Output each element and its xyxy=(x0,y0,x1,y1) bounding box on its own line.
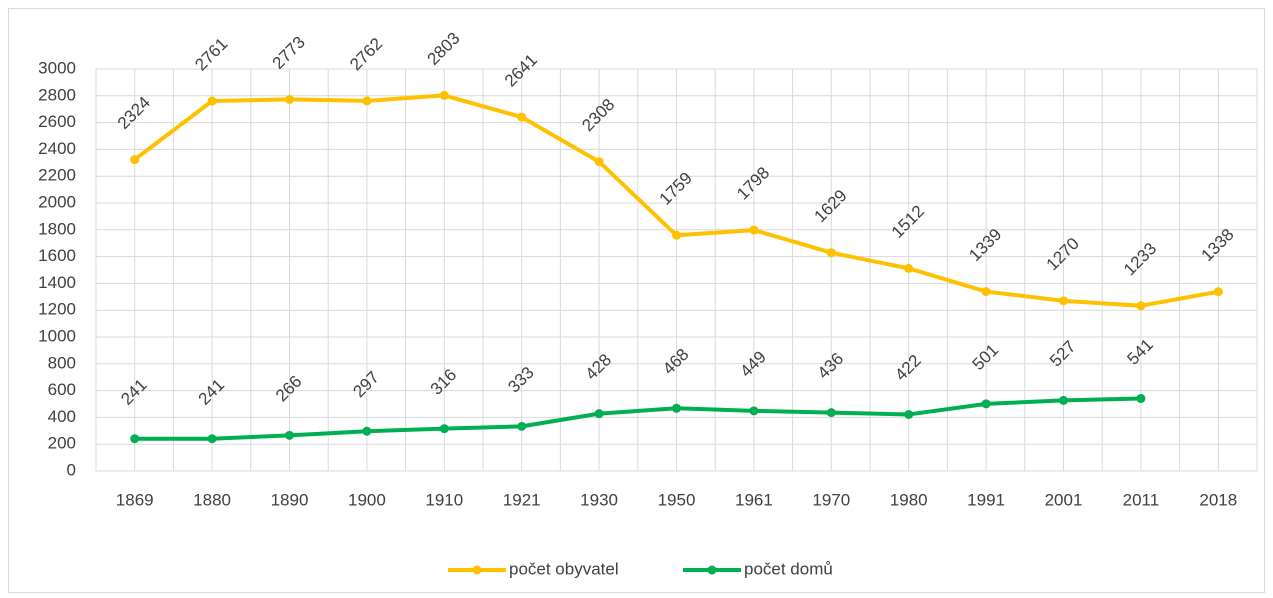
legend-marker xyxy=(707,565,717,575)
x-tick-label: 1921 xyxy=(503,490,541,509)
data-point xyxy=(207,434,217,444)
y-tick-label: 1800 xyxy=(38,219,76,238)
data-point xyxy=(1213,287,1223,297)
y-tick-label: 0 xyxy=(67,460,76,479)
data-point xyxy=(826,248,836,258)
data-point xyxy=(904,409,914,419)
x-tick-label: 1910 xyxy=(425,490,463,509)
y-tick-label: 200 xyxy=(48,434,76,453)
y-tick-label: 400 xyxy=(48,407,76,426)
y-tick-label: 1000 xyxy=(38,326,76,345)
legend-label: počet obyvatel xyxy=(509,559,619,578)
x-tick-label: 2018 xyxy=(1199,490,1237,509)
x-tick-label: 1970 xyxy=(812,490,850,509)
y-tick-label: 2200 xyxy=(38,166,76,185)
x-tick-label: 1930 xyxy=(580,490,618,509)
x-tick-label: 1880 xyxy=(193,490,231,509)
data-point xyxy=(672,230,681,240)
data-point xyxy=(749,406,759,416)
data-point xyxy=(439,424,449,434)
y-tick-label: 2400 xyxy=(38,139,76,158)
data-point xyxy=(130,155,140,165)
y-tick-label: 2800 xyxy=(38,85,76,104)
y-tick-label: 600 xyxy=(48,380,76,399)
data-point xyxy=(672,403,681,413)
legend-label: počet domů xyxy=(744,559,833,578)
data-point xyxy=(826,408,836,418)
y-tick-label: 2000 xyxy=(38,192,76,211)
data-point xyxy=(904,263,914,273)
x-tick-label: 1900 xyxy=(348,490,386,509)
series-line xyxy=(134,396,1141,441)
x-tick-label: 1980 xyxy=(890,490,928,509)
data-point xyxy=(981,287,991,297)
data-point xyxy=(207,96,217,106)
legend-marker xyxy=(472,565,482,575)
x-tick-label: 1869 xyxy=(116,490,154,509)
data-point xyxy=(517,112,527,122)
data-point xyxy=(1136,301,1146,311)
y-tick-label: 1600 xyxy=(38,246,76,265)
data-point xyxy=(362,426,372,436)
y-tick-label: 1400 xyxy=(38,273,76,292)
data-point xyxy=(981,399,991,409)
data-point xyxy=(517,421,527,431)
data-point xyxy=(1059,395,1068,405)
x-tick-label: 2011 xyxy=(1123,490,1160,509)
data-point xyxy=(130,434,140,444)
y-tick-label: 2600 xyxy=(38,112,76,131)
data-point xyxy=(594,409,604,419)
y-tick-label: 3000 xyxy=(38,58,76,77)
data-point xyxy=(439,90,449,100)
x-tick-label: 1950 xyxy=(658,490,696,509)
x-tick-label: 1961 xyxy=(735,490,773,509)
y-tick-label: 800 xyxy=(48,353,76,372)
y-tick-label: 1200 xyxy=(38,300,76,319)
data-point xyxy=(362,96,372,106)
data-point xyxy=(1059,296,1068,306)
x-tick-label: 1991 xyxy=(967,490,1005,509)
data-point xyxy=(749,225,759,235)
x-tick-label: 1890 xyxy=(271,490,309,509)
data-point xyxy=(285,94,294,104)
data-point xyxy=(594,157,604,167)
data-point xyxy=(285,430,294,440)
x-tick-label: 2001 xyxy=(1045,490,1083,509)
data-point xyxy=(1136,394,1146,404)
